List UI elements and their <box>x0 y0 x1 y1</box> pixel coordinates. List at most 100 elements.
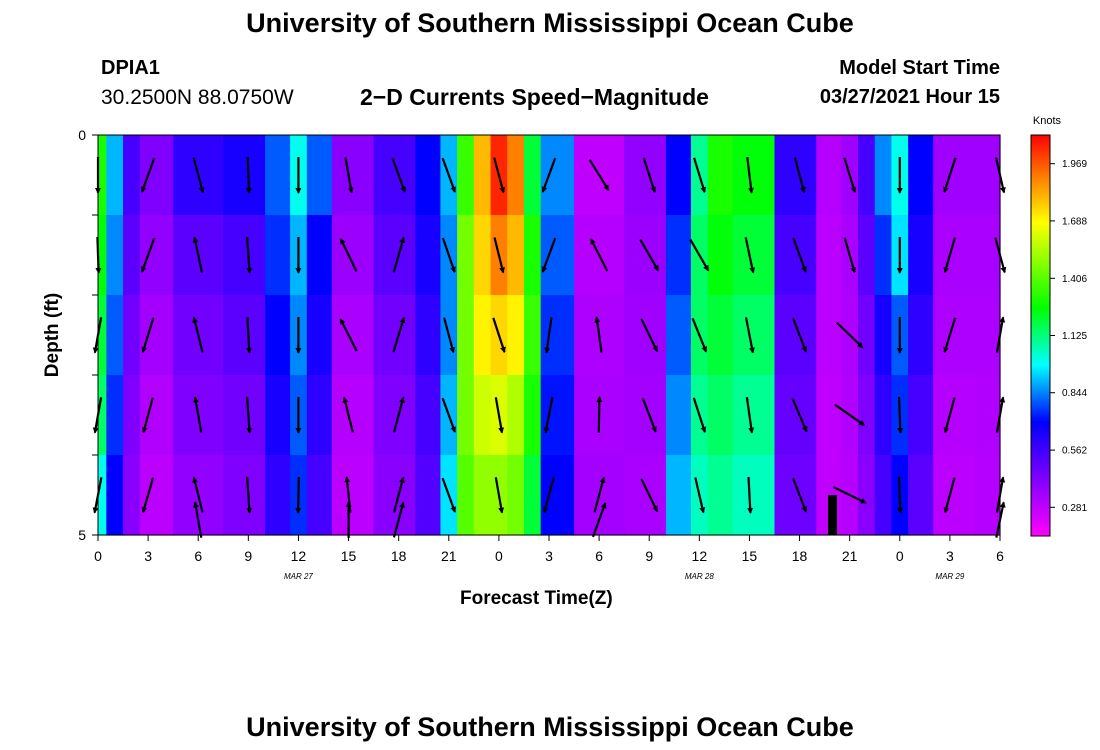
heat-cell <box>457 295 475 376</box>
heat-cell <box>415 375 442 456</box>
heat-cell <box>373 375 416 456</box>
x-axis-label: Forecast Time(Z) <box>460 588 613 609</box>
x-tick-label: 6 <box>194 548 202 564</box>
heat-cell <box>707 135 734 216</box>
date-label: MAR 28 <box>685 572 714 581</box>
heat-cell <box>665 375 692 456</box>
heat-cell <box>858 375 876 456</box>
current-arrow <box>641 397 657 433</box>
heat-cell <box>774 455 817 536</box>
current-arrow <box>843 237 857 274</box>
heat-cell <box>106 295 124 376</box>
current-arrow <box>694 477 706 514</box>
axes: 0 3 6 9 12 15 18 21 0 3 6 9 12 15 18 21 0 3 6 MAR 27 MAR 28 M… <box>78 127 1004 581</box>
heat-cell <box>373 455 416 536</box>
heat-cell <box>106 375 124 456</box>
heat-cell <box>908 375 934 456</box>
heat-cell <box>507 295 525 376</box>
x-tick-label: 6 <box>595 548 603 564</box>
heat-cell <box>707 295 734 376</box>
heat-cell <box>415 295 442 376</box>
current-arrow <box>544 317 553 354</box>
current-arrow <box>792 317 808 353</box>
heat-cell <box>933 215 976 296</box>
chart-title: 2−D Currents Speed−Magnitude <box>360 84 709 110</box>
current-arrow <box>192 236 204 273</box>
x-tick-label: 21 <box>842 548 858 564</box>
current-arrow <box>192 157 205 194</box>
model-start-time: 03/27/2021 Hour 15 <box>819 86 1000 108</box>
station-coordinates: 30.2500N 88.0750W <box>101 86 294 109</box>
current-arrow <box>392 236 406 273</box>
heat-cell <box>123 135 141 216</box>
heat-cell <box>331 215 375 296</box>
heat-cell <box>665 455 692 536</box>
heat-cell <box>908 295 934 376</box>
heat-cell <box>507 375 525 456</box>
heat-cell <box>373 215 416 296</box>
heat-cell <box>106 215 124 296</box>
current-arrow <box>441 477 457 513</box>
heat-cell <box>908 455 934 536</box>
x-tick-label: 3 <box>545 548 553 564</box>
heat-cell <box>858 295 876 376</box>
heat-cell <box>540 295 575 376</box>
heat-cell <box>974 295 1001 376</box>
current-arrow <box>834 403 866 427</box>
heat-cell <box>732 375 776 456</box>
current-arrow <box>640 478 659 513</box>
heat-cell <box>707 375 734 456</box>
heat-cell <box>223 375 266 456</box>
heat-cell <box>624 295 667 376</box>
heat-cell <box>265 455 291 536</box>
current-arrow <box>141 317 155 354</box>
heat-cell <box>457 455 475 536</box>
current-arrow <box>897 396 904 434</box>
heat-cell <box>874 295 893 376</box>
current-arrow <box>392 396 405 433</box>
current-arrow <box>342 396 354 433</box>
current-arrow <box>494 477 505 514</box>
heat-cell <box>98 135 107 216</box>
heat-cell <box>473 455 492 536</box>
current-arrow <box>843 157 857 194</box>
current-arrow <box>140 237 156 273</box>
y-tick-label: 5 <box>78 527 86 543</box>
current-arrow <box>443 317 456 354</box>
colorbar-tick-label: 1.969 <box>1062 159 1087 170</box>
current-arrow <box>441 237 456 273</box>
current-arrow <box>689 238 710 272</box>
heat-cell <box>457 375 475 456</box>
current-arrow <box>492 317 506 354</box>
current-arrow <box>543 397 554 434</box>
x-tick-label: 0 <box>896 548 904 564</box>
heat-cell <box>624 455 667 536</box>
current-arrow <box>744 237 756 274</box>
heat-cell <box>665 215 692 296</box>
x-tick-label: 18 <box>792 548 808 564</box>
current-arrow <box>493 157 506 194</box>
heat-cell <box>933 455 976 536</box>
heat-cell <box>473 375 492 456</box>
heat-cell <box>523 135 542 216</box>
heat-cell <box>665 295 692 376</box>
current-arrow <box>246 236 253 274</box>
heat-cell <box>139 135 174 216</box>
heat-cell <box>223 455 266 536</box>
current-arrow <box>542 477 555 514</box>
heat-cell <box>139 455 174 536</box>
heat-cell <box>123 295 141 376</box>
heat-cell <box>624 135 667 216</box>
y-tick-label: 0 <box>78 127 86 143</box>
x-tick-label: 12 <box>692 548 708 564</box>
current-arrow <box>589 238 609 272</box>
model-start-label: Model Start Time <box>839 57 1000 79</box>
current-arrow <box>541 237 557 273</box>
current-arrow <box>391 157 406 193</box>
heat-cell <box>306 135 333 216</box>
heat-cell <box>774 215 817 296</box>
heat-cell <box>457 135 475 216</box>
current-arrow <box>792 477 808 513</box>
heat-cell <box>473 215 492 296</box>
